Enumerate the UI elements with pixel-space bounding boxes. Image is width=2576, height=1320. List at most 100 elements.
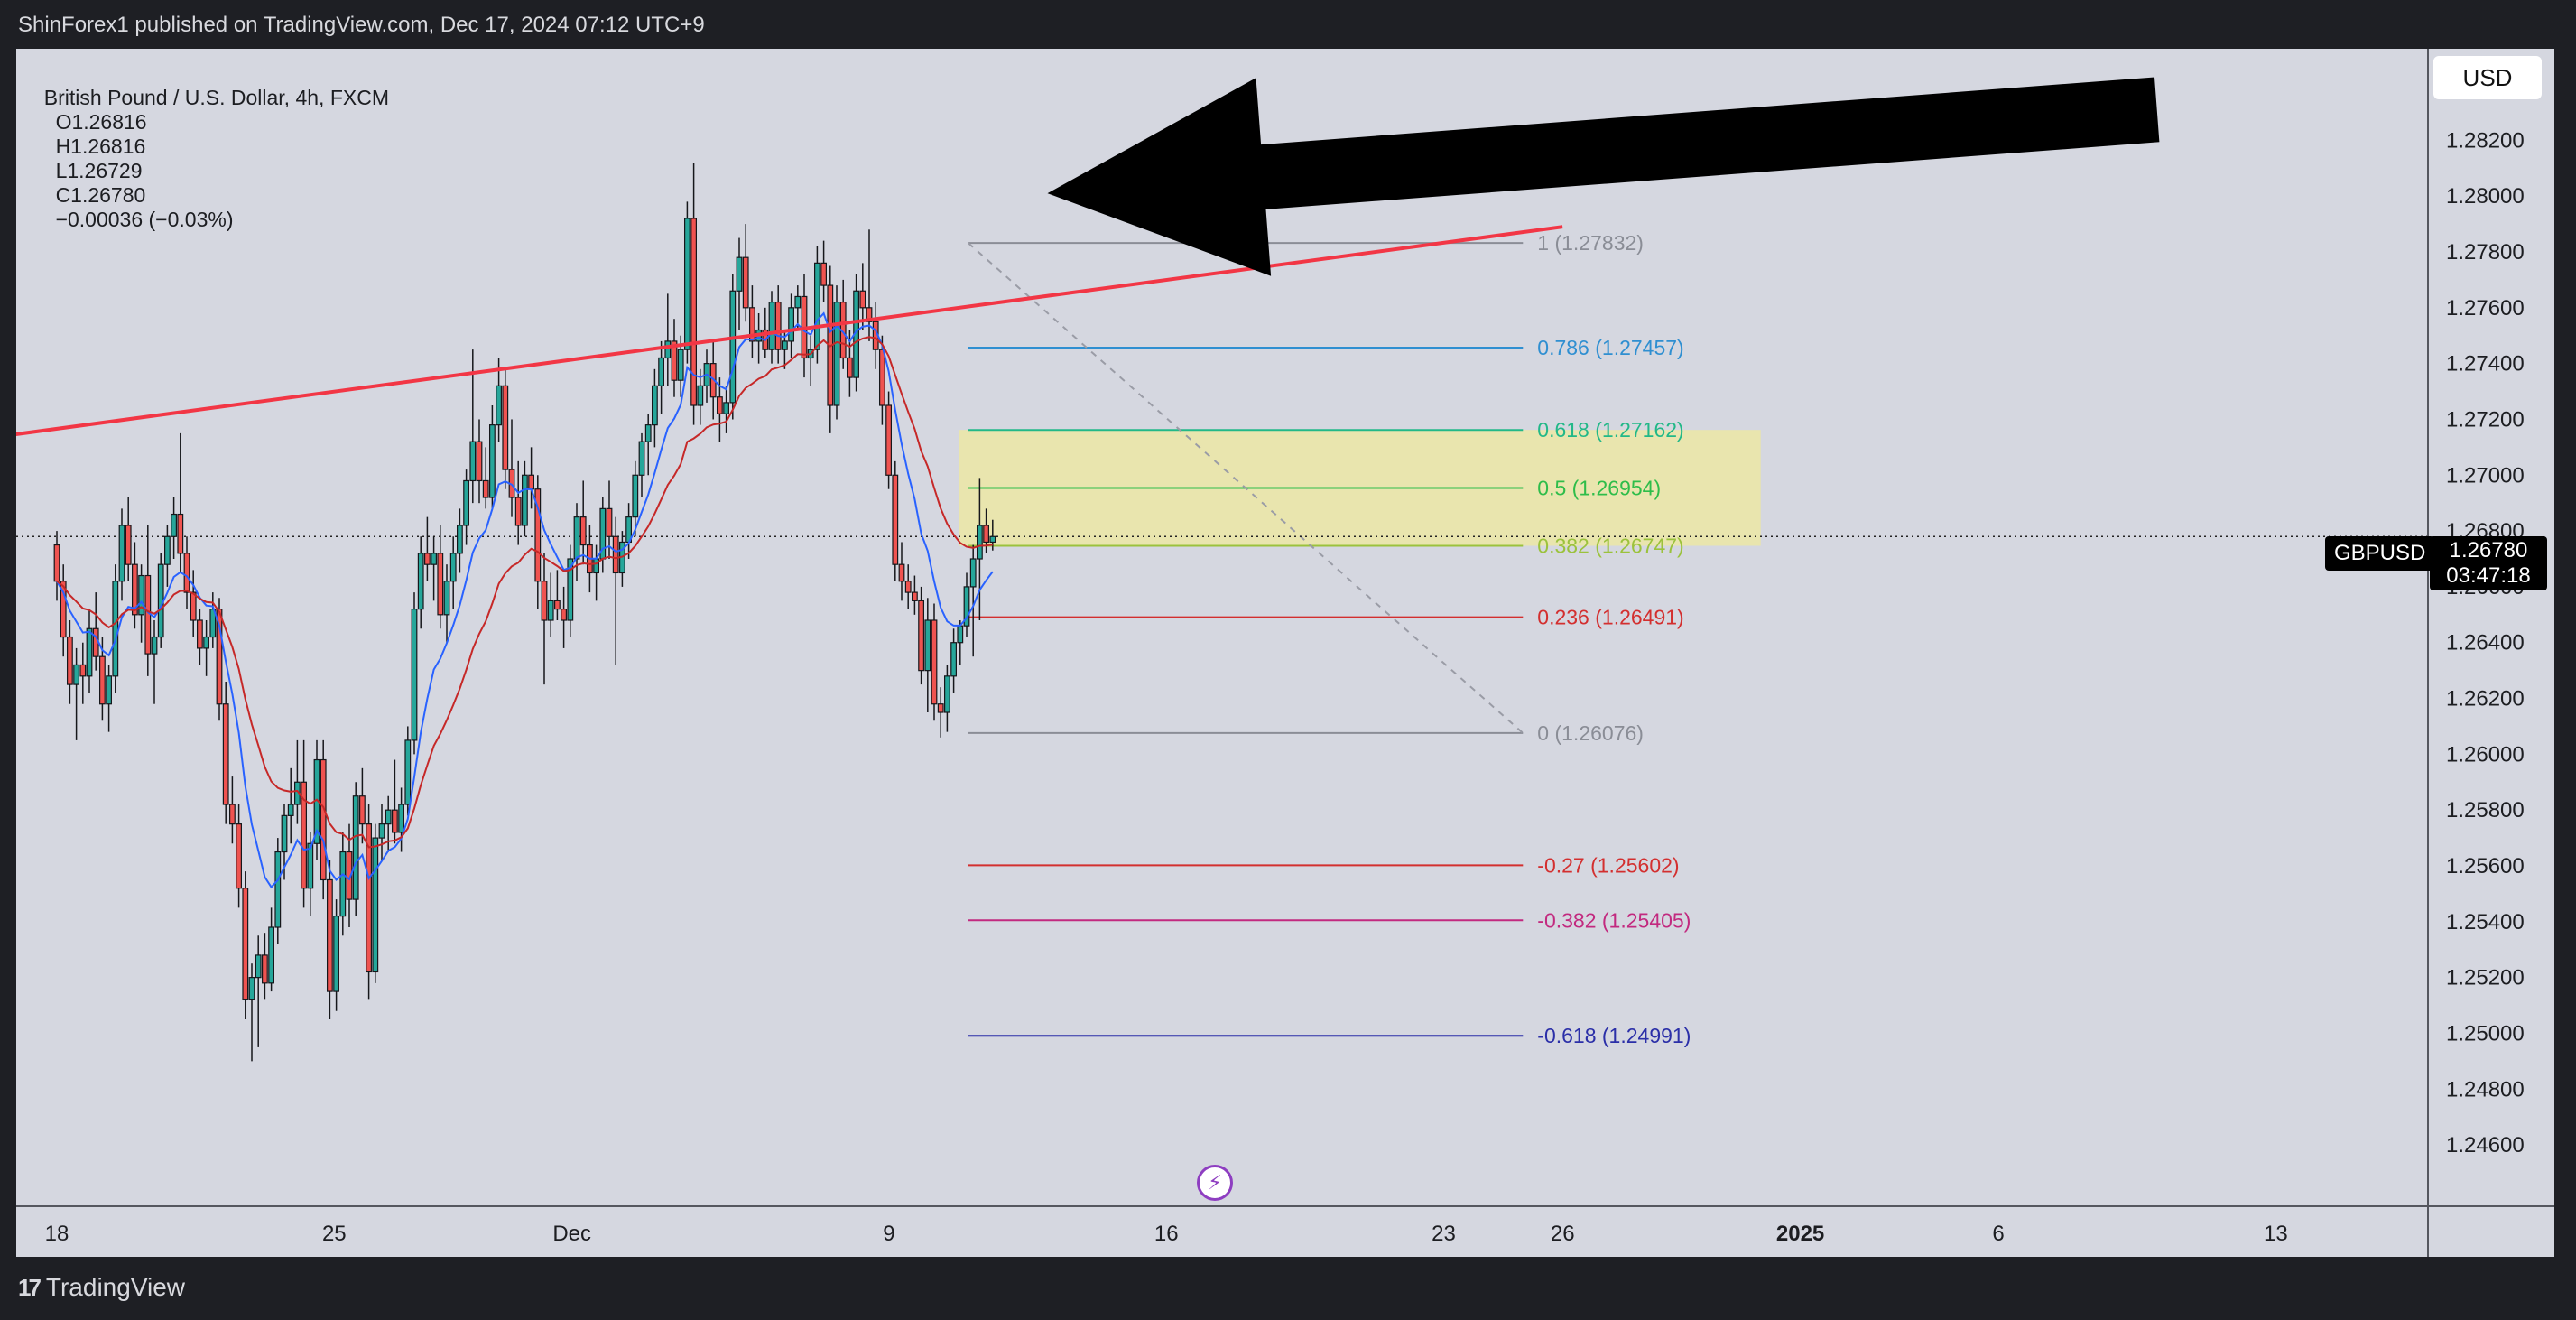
legend-change: −0.00036 (−0.03%): [55, 208, 234, 231]
candle-body: [138, 574, 145, 616]
trendline: [16, 225, 1563, 436]
price-axis-tick: 1.27800: [2446, 240, 2525, 265]
candle-body: [307, 842, 314, 889]
price-tag: 1.26780 03:47:18: [2430, 536, 2547, 590]
candle-body: [878, 349, 885, 406]
candle-body: [449, 553, 457, 582]
fib-diagonal: [968, 242, 1524, 734]
tradingview-logo[interactable]: 17 TradingView: [18, 1273, 185, 1302]
fib-level-label: 0.786 (1.27457): [1537, 336, 1683, 359]
candle-body: [612, 535, 619, 574]
candle-body: [859, 290, 866, 309]
candle-body: [73, 664, 79, 685]
candle-body: [969, 558, 977, 588]
candle-body: [359, 795, 366, 825]
price-axis-tick: 1.26400: [2446, 631, 2525, 655]
candle-body: [943, 675, 950, 713]
candle-body: [989, 535, 996, 544]
candle-body: [320, 758, 327, 881]
candle-body: [697, 385, 704, 406]
lightning-icon[interactable]: ⚡: [1197, 1165, 1233, 1201]
fib-level-label: -0.618 (1.24991): [1537, 1024, 1691, 1047]
candle-body: [573, 516, 580, 560]
publish-header: ShinForex1 published on TradingView.com,…: [0, 0, 2576, 49]
candle-body: [957, 625, 964, 644]
candle-body: [716, 396, 723, 414]
candle-body: [567, 558, 574, 621]
time-axis-tick: 16: [1154, 1222, 1179, 1246]
candle-body: [132, 563, 138, 616]
price-axis-tick: 1.24600: [2446, 1133, 2525, 1157]
candle-body: [918, 600, 924, 672]
candle-body: [885, 404, 892, 476]
legend-low: L1.26729: [55, 159, 143, 182]
candle-body: [606, 507, 613, 537]
candle-body: [183, 553, 190, 593]
price-axis-tick: 1.25800: [2446, 798, 2525, 823]
price-axis-tick: 1.24800: [2446, 1077, 2525, 1102]
candle-body: [98, 655, 106, 705]
candle-body: [463, 479, 469, 526]
candle-body: [346, 851, 353, 900]
candle-body: [502, 385, 509, 470]
candle-body: [203, 636, 210, 649]
candle-body: [514, 497, 522, 526]
candle-body: [892, 474, 899, 565]
candle-body: [92, 627, 99, 657]
candle-body: [385, 809, 392, 825]
candle-body: [411, 609, 418, 741]
candle-body: [378, 823, 385, 839]
price-tag-value: 1.26780: [2449, 538, 2528, 562]
time-axis-tick: 6: [1992, 1222, 2004, 1246]
legend-open: O1.26816: [55, 110, 147, 134]
candle-body: [482, 479, 489, 498]
candle-body: [774, 302, 782, 350]
candle-body: [742, 256, 749, 309]
candle-body: [417, 553, 424, 610]
candle-body: [281, 814, 288, 853]
candle-body: [287, 804, 294, 816]
candle-body: [561, 609, 567, 621]
candle-body: [534, 488, 542, 582]
candle-body: [528, 474, 534, 490]
candle-body: [541, 581, 548, 621]
legend-high: H1.26816: [55, 135, 146, 158]
candle-body: [229, 804, 236, 825]
candle-body: [262, 954, 268, 984]
fib-level-label: 1 (1.27832): [1537, 231, 1644, 255]
legend-close: C1.26780: [55, 183, 146, 207]
time-axis-tick: 23: [1432, 1222, 1456, 1246]
candle-body: [392, 809, 398, 833]
price-axis-tick: 1.27400: [2446, 352, 2525, 376]
candle-body: [521, 474, 528, 526]
candle-body: [236, 823, 243, 889]
candle-body: [327, 878, 333, 992]
symbol-price-label: GBPUSD: [2325, 536, 2435, 571]
candle-body: [424, 553, 431, 565]
moving-average-line: [56, 336, 993, 849]
price-axis-tick: 1.25600: [2446, 854, 2525, 878]
candle-body: [683, 218, 690, 350]
time-axis-tick: 2025: [1776, 1222, 1824, 1246]
price-chart[interactable]: 1 (1.27832) 0.786 (1.27457) 0.618 (1.27162…: [16, 49, 2554, 1257]
candle-body: [476, 441, 483, 482]
moving-average-line: [56, 311, 994, 889]
candle-body: [222, 703, 229, 805]
price-axis-tick: 1.26000: [2446, 742, 2525, 767]
candle-body: [794, 295, 802, 309]
time-axis-tick: 26: [1551, 1222, 1575, 1246]
candle-body: [904, 581, 912, 593]
candle-body: [781, 340, 788, 350]
chart-pane[interactable]: 1 (1.27832) 0.786 (1.27457) 0.618 (1.27162…: [16, 49, 2554, 1257]
price-axis-tick: 1.28000: [2446, 184, 2525, 209]
footer-bar: 17 TradingView: [0, 1259, 2576, 1320]
price-axis-tick: 1.25200: [2446, 966, 2525, 990]
fib-level-label: 0.618 (1.27162): [1537, 418, 1683, 442]
candle-body: [177, 513, 184, 554]
price-axis-tick: 1.26200: [2446, 687, 2525, 711]
candle-body: [112, 581, 119, 677]
currency-button[interactable]: USD: [2433, 56, 2542, 99]
candle-body: [911, 591, 918, 601]
candle-body: [593, 558, 599, 574]
candle-body: [898, 563, 905, 582]
